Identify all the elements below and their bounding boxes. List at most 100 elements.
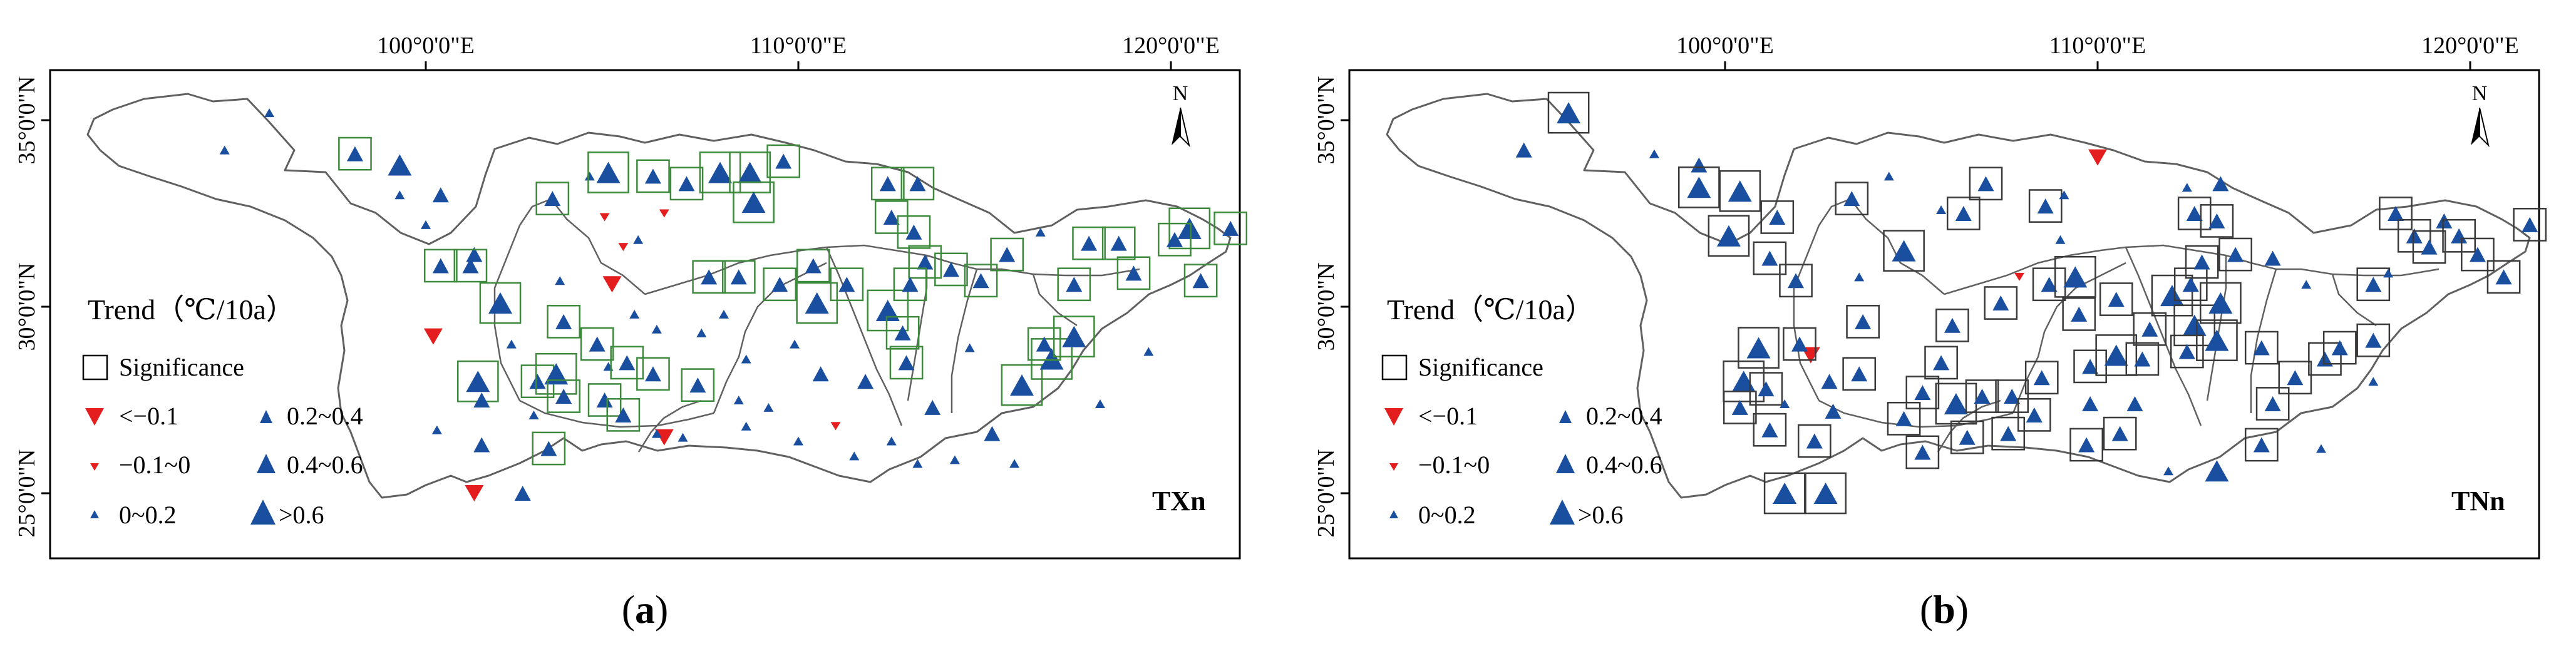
panel-caption-a: (a) [622, 587, 669, 632]
significance-marker [2062, 297, 2096, 331]
station-trend-04-06 [1062, 325, 1086, 347]
significance-marker [964, 264, 998, 298]
station-trend-0-02 [633, 235, 644, 244]
station-trend-02-04 [2108, 292, 2125, 307]
station-trend-0-02 [912, 459, 923, 468]
legend-class-lt-neg01: <−0.1 [119, 402, 178, 430]
station-trend-02-04 [678, 176, 695, 192]
significance-marker [1031, 338, 1073, 380]
station-trend-02-04 [2451, 228, 2468, 243]
significance-marker [1738, 327, 1780, 369]
station-trend-0-02 [2368, 377, 2379, 386]
station-trend-0-02 [1649, 149, 1659, 158]
significance-marker [610, 346, 644, 380]
station-trend-0-02 [506, 339, 517, 349]
svg-text:(b): (b) [1920, 587, 1969, 632]
significance-marker [587, 151, 629, 193]
station-trend-02-04 [2469, 247, 2486, 262]
significance-marker [479, 282, 522, 324]
legend-class-lt-neg01: <−0.1 [1418, 402, 1478, 430]
station-trend-04-06 [388, 154, 412, 176]
legend-symbol-02-04 [1559, 410, 1572, 423]
station-trend-02-04 [1914, 385, 1931, 401]
legend-class-neg01-0: −0.1~0 [1418, 451, 1490, 479]
station-trend-04-06 [466, 371, 490, 392]
legend-b: Trend（℃/10a） Significance <−0.1 −0.1~0 0… [1381, 294, 1662, 529]
station-trend-02-04 [466, 247, 483, 262]
station-trend-02-04 [1825, 403, 1842, 419]
significance-marker [1723, 391, 1757, 424]
station-trend-04-06 [544, 363, 569, 385]
map-panel-b: 100°0'0"E 110°0'0"E 120°0'0"E 35°0'0"N 3… [1313, 33, 2547, 632]
station-trend-02-04 [1166, 232, 1183, 247]
station-trend-0-02 [2316, 444, 2326, 453]
station-trend-02-04 [689, 377, 706, 393]
station-trend-02-04 [1222, 220, 1239, 236]
significance-marker [453, 249, 488, 283]
significance-marker [2173, 267, 2208, 302]
station-trend-02-04 [432, 258, 449, 274]
station-trend-02-04 [2082, 396, 2099, 411]
station-trend-neg01-0 [618, 243, 629, 252]
significance-marker [2185, 245, 2219, 279]
lat-label-30: 30°0'0"N [1313, 263, 1339, 351]
significance-marker [1835, 182, 1869, 216]
station-trend-04-06 [1728, 180, 1752, 202]
station-trend-neg01-0 [659, 209, 669, 218]
station-trend-04-06 [2104, 344, 2128, 366]
lon-label-100: 100°0'0"E [1676, 33, 1774, 59]
significance-marker [2379, 197, 2413, 230]
station-layer-b [1515, 91, 2547, 515]
station-trend-0-02 [2301, 280, 2312, 289]
significance-marker [2486, 260, 2521, 294]
station-trend-lt-neg01 [423, 328, 443, 345]
station-trend-02-04 [909, 176, 926, 192]
station-trend-02-04 [2000, 426, 2017, 441]
station-trend-02-04 [473, 437, 490, 453]
significance-marker [1708, 215, 1750, 257]
station-trend-02-04 [883, 209, 900, 225]
legend-class-0-02: 0~0.2 [119, 501, 177, 529]
significance-marker [1749, 372, 1783, 406]
significance-marker [547, 304, 580, 339]
significance-marker [580, 327, 614, 361]
significance-box [1381, 354, 1408, 381]
station-trend-02-04 [2078, 437, 2095, 453]
station-trend-04-06 [2208, 292, 2233, 314]
station-trend-02-04 [1788, 273, 1805, 289]
station-trend-02-04 [1691, 157, 1708, 173]
station-trend-0-02 [651, 429, 662, 438]
significance-marker [692, 260, 726, 294]
lon-label-110: 110°0'0"E [2049, 33, 2146, 59]
station-trend-02-04 [2264, 250, 2281, 266]
station-trend-lt-neg01 [654, 429, 674, 446]
significance-marker [1168, 207, 1211, 250]
significance-marker [2322, 331, 2357, 365]
significance-marker [2200, 282, 2242, 324]
significance-marker [1719, 170, 1761, 212]
station-trend-04-06 [708, 161, 733, 183]
station-layer-a [219, 108, 1248, 501]
significance-marker [721, 260, 756, 294]
station-trend-0-02 [584, 172, 595, 181]
significance-marker [532, 431, 566, 466]
station-trend-02-04 [473, 392, 490, 407]
station-trend-0-02 [528, 410, 539, 419]
significance-marker [1950, 420, 1984, 454]
station-trend-02-04 [644, 366, 661, 382]
station-trend-02-04 [2316, 351, 2333, 367]
station-trend-02-04 [540, 441, 557, 456]
significance-marker [669, 167, 704, 201]
lat-label-35: 35°0'0"N [1313, 76, 1339, 165]
station-trend-02-04 [2026, 407, 2043, 423]
significance-marker [1846, 304, 1880, 339]
significance-marker [2170, 334, 2204, 369]
significance-marker [1183, 264, 1218, 298]
significance-marker [1001, 364, 1043, 406]
station-trend-02-04 [1769, 209, 1786, 225]
significance-marker [2461, 237, 2495, 272]
station-trend-02-04 [1761, 250, 1778, 266]
legend-symbol-gt06 [250, 500, 276, 525]
panel-caption-b: (b) [1920, 587, 1969, 632]
